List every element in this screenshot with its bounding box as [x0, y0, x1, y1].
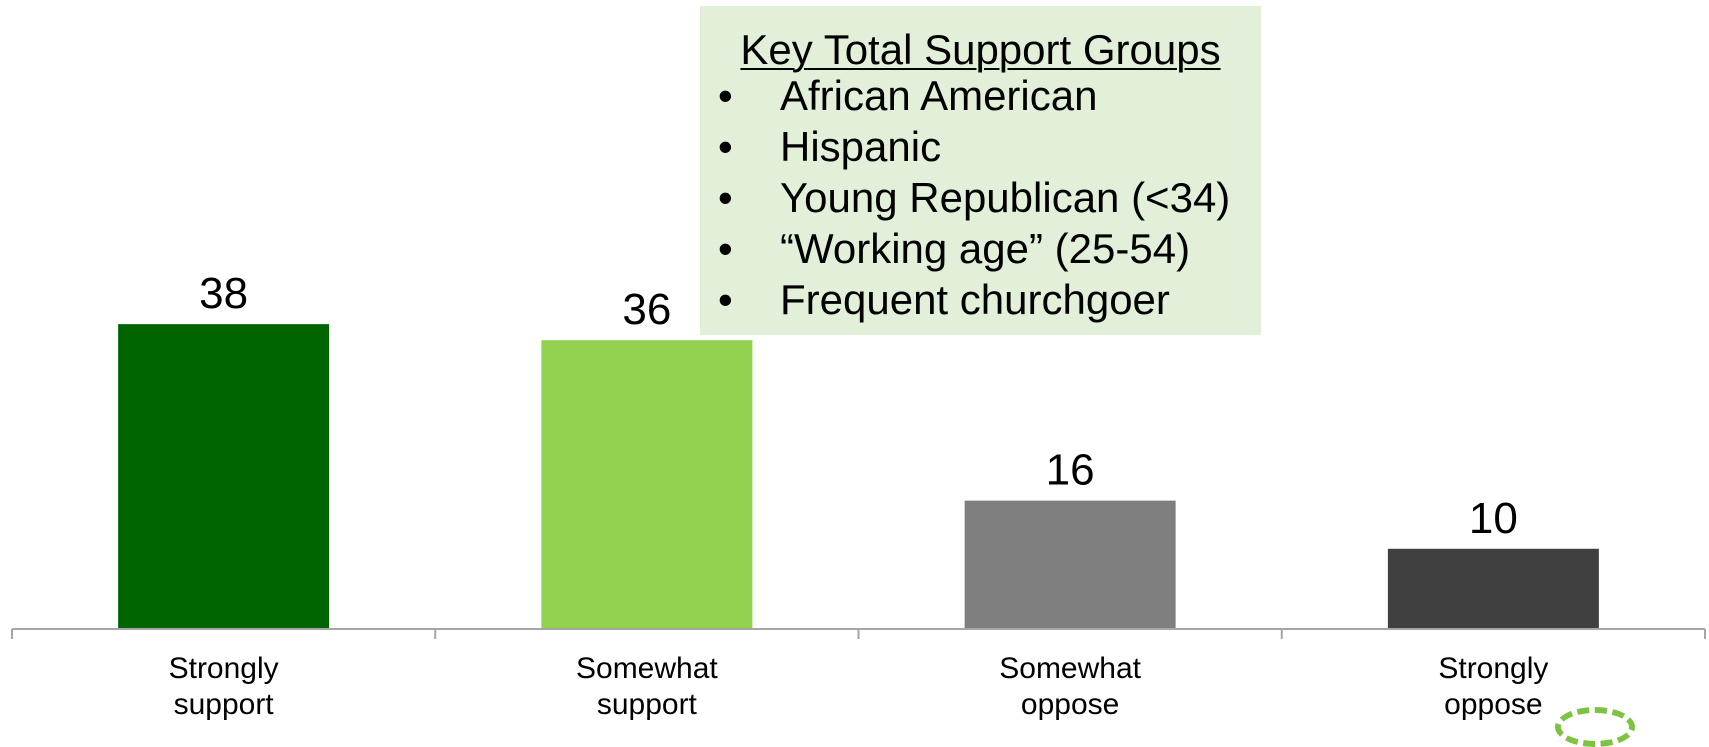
category-label: Strongly: [169, 652, 279, 685]
bar: [118, 324, 330, 629]
key-groups-list: • African American • Hispanic • Young Repub…: [718, 70, 1230, 325]
key-group-label: African American: [780, 72, 1098, 119]
bar: [1387, 548, 1599, 629]
category-label: oppose: [1444, 688, 1542, 721]
data-label: 10: [1469, 494, 1518, 543]
bar-chart: 38Stronglysupport36Somewhatsupport16Some…: [11, 269, 1706, 721]
category-label: oppose: [1021, 688, 1119, 721]
key-group-item: • Frequent churchgoer: [718, 274, 1230, 325]
key-box-title: Key Total Support Groups: [740, 26, 1221, 73]
key-group-label: Frequent churchgoer: [780, 276, 1170, 323]
key-group-item: • Young Republican (<34): [718, 172, 1230, 223]
bar: [541, 340, 753, 629]
category-label: Somewhat: [999, 652, 1141, 685]
bar: [964, 500, 1176, 629]
bullet-icon: •: [718, 225, 733, 272]
bullet-icon: •: [718, 276, 733, 323]
key-group-item: • “Working age” (25-54): [718, 223, 1230, 274]
bullet-icon: •: [718, 174, 733, 221]
bullet-icon: •: [718, 72, 733, 119]
data-label: 36: [622, 285, 671, 334]
key-support-groups-box: Key Total Support Groups • African Americ…: [700, 6, 1261, 335]
category-label: support: [597, 688, 698, 721]
data-label: 16: [1046, 446, 1095, 495]
category-label: support: [174, 688, 275, 721]
category-label: Somewhat: [576, 652, 718, 685]
key-group-label: Young Republican (<34): [780, 174, 1231, 221]
category-label: Strongly: [1438, 652, 1548, 685]
key-group-label: Hispanic: [780, 123, 942, 170]
key-group-label: “Working age” (25-54): [780, 225, 1191, 272]
bullet-icon: •: [718, 123, 733, 170]
data-label: 38: [199, 269, 248, 318]
key-group-item: • Hispanic: [718, 121, 1230, 172]
key-group-item: • African American: [718, 70, 1230, 121]
logo-arc-decoration: [1555, 707, 1635, 747]
